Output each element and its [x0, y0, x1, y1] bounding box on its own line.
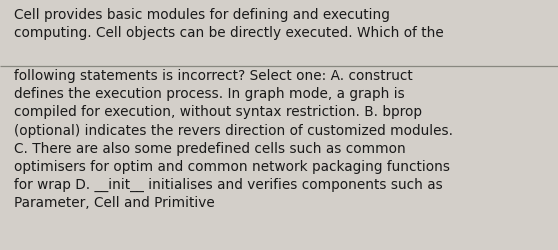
- Text: Cell provides basic modules for defining and executing
computing. Cell objects c: Cell provides basic modules for defining…: [14, 8, 444, 40]
- Text: following statements is incorrect? Select one: A. construct
defines the executio: following statements is incorrect? Selec…: [14, 69, 453, 210]
